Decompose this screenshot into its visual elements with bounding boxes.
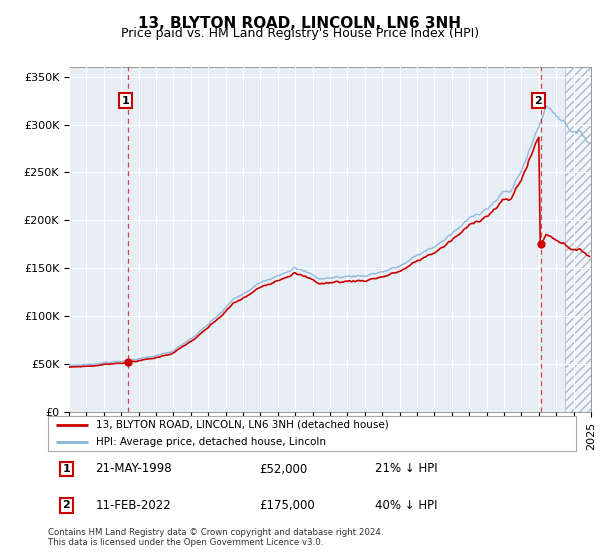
Text: £52,000: £52,000 xyxy=(259,463,307,475)
Text: 1: 1 xyxy=(62,464,70,474)
Text: 11-FEB-2022: 11-FEB-2022 xyxy=(95,499,171,512)
Text: 40% ↓ HPI: 40% ↓ HPI xyxy=(376,499,438,512)
Text: 13, BLYTON ROAD, LINCOLN, LN6 3NH (detached house): 13, BLYTON ROAD, LINCOLN, LN6 3NH (detac… xyxy=(95,420,388,430)
Text: 21-MAY-1998: 21-MAY-1998 xyxy=(95,463,172,475)
Bar xyxy=(565,67,599,412)
Text: 1: 1 xyxy=(121,96,129,106)
Text: 2: 2 xyxy=(535,96,542,106)
Text: £175,000: £175,000 xyxy=(259,499,315,512)
Text: HPI: Average price, detached house, Lincoln: HPI: Average price, detached house, Linc… xyxy=(95,437,326,447)
Text: Contains HM Land Registry data © Crown copyright and database right 2024.
This d: Contains HM Land Registry data © Crown c… xyxy=(48,528,383,547)
Text: 21% ↓ HPI: 21% ↓ HPI xyxy=(376,463,438,475)
Text: Price paid vs. HM Land Registry's House Price Index (HPI): Price paid vs. HM Land Registry's House … xyxy=(121,27,479,40)
Bar xyxy=(565,67,599,412)
Text: 2: 2 xyxy=(62,501,70,510)
Text: 13, BLYTON ROAD, LINCOLN, LN6 3NH: 13, BLYTON ROAD, LINCOLN, LN6 3NH xyxy=(139,16,461,31)
